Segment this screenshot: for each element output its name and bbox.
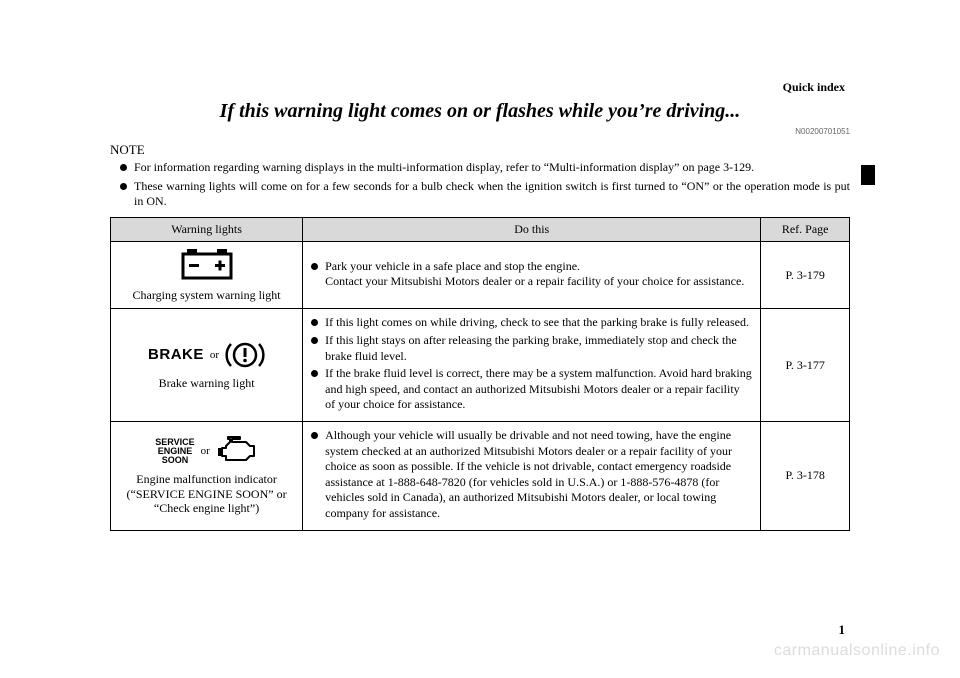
brake-warning-icon <box>225 340 265 370</box>
service-engine-text-icon: SERVICEENGINESOON <box>155 438 194 465</box>
do-this-cell: Park your vehicle in a safe place and st… <box>303 242 761 309</box>
warning-table: Warning lights Do this Ref. Page <box>110 217 850 531</box>
icon-caption: Brake warning light <box>159 376 255 390</box>
table-row: SERVICEENGINESOON or Engine malfunction … <box>111 421 850 530</box>
brake-text-icon: BRAKE <box>148 346 204 363</box>
watermark: carmanualsonline.info <box>774 642 940 660</box>
page-number: 1 <box>839 622 846 638</box>
or-label: or <box>201 445 210 457</box>
note-list: For information regarding warning displa… <box>110 160 850 209</box>
warning-light-cell: BRAKE or Brake warning light <box>111 309 303 422</box>
instruction-item: If the brake fluid level is correct, the… <box>311 366 752 413</box>
icon-caption: Engine malfunction indicator (“SERVICE E… <box>127 472 287 515</box>
do-this-cell: Although your vehicle will usually be dr… <box>303 421 761 530</box>
icon-caption: Charging system warning light <box>133 288 281 302</box>
section-label: Quick index <box>783 80 845 95</box>
table-header: Do this <box>303 218 761 242</box>
instruction-item: Park your vehicle in a safe place and st… <box>311 259 752 290</box>
warning-light-cell: SERVICEENGINESOON or Engine malfunction … <box>111 421 303 530</box>
note-item: For information regarding warning displa… <box>120 160 850 175</box>
ref-page-cell: P. 3-179 <box>761 242 850 309</box>
ref-page-cell: P. 3-178 <box>761 421 850 530</box>
note-heading: NOTE <box>110 142 850 158</box>
warning-light-cell: Charging system warning light <box>111 242 303 309</box>
battery-icon <box>179 248 235 282</box>
instruction-item: If this light comes on while driving, ch… <box>311 315 752 331</box>
table-row: Charging system warning light Park your … <box>111 242 850 309</box>
manual-page: Quick index If this warning light comes … <box>0 0 960 678</box>
instruction-item: If this light stays on after releasing t… <box>311 333 752 364</box>
ref-page-cell: P. 3-177 <box>761 309 850 422</box>
note-item: These warning lights will come on for a … <box>120 179 850 209</box>
table-header: Warning lights <box>111 218 303 242</box>
table-header: Ref. Page <box>761 218 850 242</box>
instruction-item: Although your vehicle will usually be dr… <box>311 428 752 522</box>
table-row: BRAKE or Brake warning light <box>111 309 850 422</box>
do-this-cell: If this light comes on while driving, ch… <box>303 309 761 422</box>
page-title: If this warning light comes on or flashe… <box>110 100 850 123</box>
check-engine-icon <box>216 436 258 466</box>
thumb-tab <box>861 165 875 185</box>
document-number: N00200701051 <box>110 127 850 136</box>
or-label: or <box>210 349 219 361</box>
